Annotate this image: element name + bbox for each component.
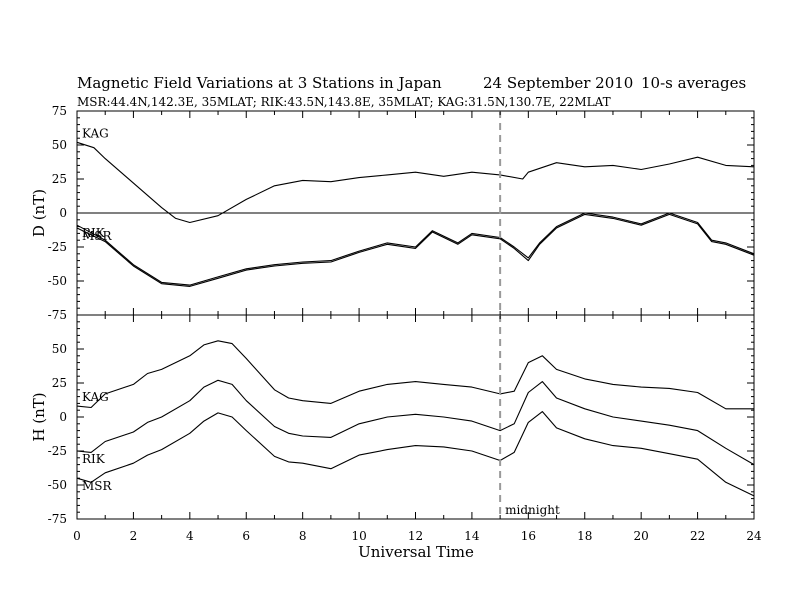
chart-title: Magnetic Field Variations at 3 Stations … — [77, 74, 442, 92]
x-tick-label: 12 — [408, 529, 423, 543]
chart-averaging: 10-s averages — [641, 74, 746, 92]
series-line-kag — [76, 141, 755, 224]
y-tick-label: -25 — [48, 240, 67, 254]
y-axis-title: H (nT) — [30, 392, 48, 441]
series-label-kag: KAG — [82, 126, 109, 140]
y-tick-label: 25 — [52, 172, 67, 186]
y-tick-label: -50 — [48, 478, 67, 492]
y-tick-label: 25 — [52, 376, 67, 390]
x-tick-label: 0 — [73, 529, 81, 543]
x-axis-title: Universal Time — [358, 543, 474, 561]
panel-frame — [76, 314, 755, 520]
x-tick-label: 24 — [746, 529, 762, 543]
x-tick-label: 4 — [186, 529, 194, 543]
y-tick-label: 75 — [52, 104, 67, 118]
y-axis-title: D (nT) — [30, 189, 48, 237]
midnight-label: midnight — [505, 503, 560, 517]
series-line-msr — [76, 411, 755, 497]
y-tick-label: -75 — [48, 512, 67, 526]
series-label-rik: RIK — [82, 226, 106, 240]
y-tick-label: -25 — [48, 444, 67, 458]
x-tick-label: 8 — [299, 529, 307, 543]
panel-1: 50 25 0 -25 -50 -75 H (nT) KAG RIK MSR — [30, 314, 755, 526]
x-tick-label: 10 — [351, 529, 366, 543]
x-tick-label: 14 — [464, 529, 480, 543]
x-tick-label: 16 — [521, 529, 536, 543]
x-tick-label: 22 — [690, 529, 705, 543]
series-label-rik: RIK — [82, 452, 106, 466]
y-tick-label: 50 — [52, 138, 67, 152]
x-tick-label: 6 — [242, 529, 250, 543]
series-line-rik — [76, 379, 755, 466]
x-tick-label: 20 — [634, 529, 649, 543]
series-line-msr — [76, 213, 755, 287]
chart-date: 24 September 2010 — [483, 74, 633, 92]
series-line-kag — [76, 340, 754, 410]
x-tick-label: 2 — [130, 529, 138, 543]
y-tick-label: -50 — [48, 274, 67, 288]
series-line-rik — [76, 212, 755, 286]
y-tick-label: 0 — [59, 410, 67, 424]
series-label-msr: MSR — [82, 479, 113, 493]
y-tick-label: 0 — [59, 206, 67, 220]
x-tick-label: 18 — [577, 529, 592, 543]
y-tick-label: 50 — [52, 342, 67, 356]
station-coordinates: MSR:44.4N,142.3E, 35MLAT; RIK:43.5N,143.… — [77, 95, 611, 109]
series-label-msr: MSR — [82, 229, 113, 243]
series-label-kag: KAG — [82, 390, 109, 404]
y-tick-label: -75 — [48, 308, 67, 322]
